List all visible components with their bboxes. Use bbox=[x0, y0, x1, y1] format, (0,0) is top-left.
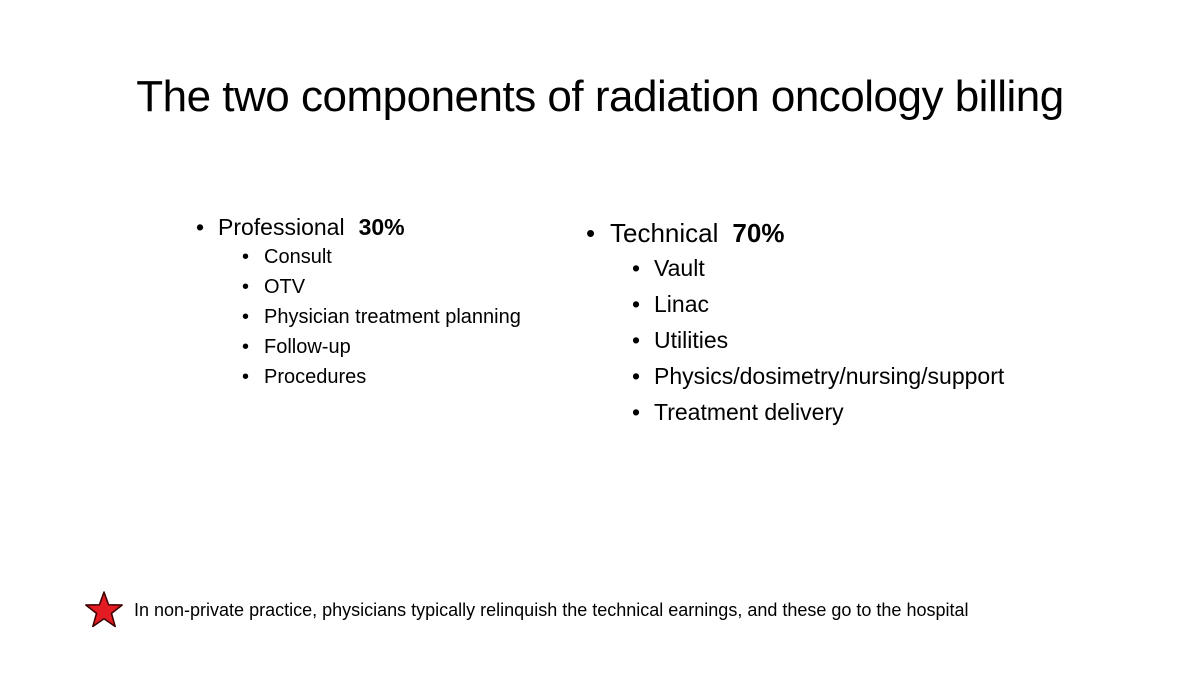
list-item-label: Treatment delivery bbox=[654, 399, 844, 425]
footnote: In non-private practice, physicians typi… bbox=[84, 590, 969, 630]
bullet-icon: • bbox=[242, 306, 250, 328]
professional-label: Professional bbox=[218, 214, 345, 240]
bullet-icon: • bbox=[242, 366, 250, 388]
list-item: • Consult bbox=[242, 242, 521, 272]
bullet-icon: • bbox=[196, 214, 205, 240]
technical-percent: 70% bbox=[732, 218, 785, 248]
star-shape bbox=[85, 591, 123, 628]
bullet-icon: • bbox=[586, 218, 596, 248]
bullet-icon: • bbox=[632, 399, 641, 425]
list-item: • Follow-up bbox=[242, 332, 521, 362]
professional-heading: • Professional 30% bbox=[196, 214, 521, 241]
list-item-label: Linac bbox=[654, 291, 709, 317]
list-item: • Utilities bbox=[632, 322, 1004, 358]
professional-column: • Professional 30% • Consult • OTV • Physic… bbox=[196, 214, 521, 392]
list-item: • Procedures bbox=[242, 362, 521, 392]
list-item: • OTV bbox=[242, 272, 521, 302]
red-star-icon bbox=[85, 591, 123, 628]
footnote-text: In non-private practice, physicians typi… bbox=[134, 599, 969, 620]
professional-items: • Consult • OTV • Physician treatment plann… bbox=[242, 242, 521, 392]
bullet-icon: • bbox=[242, 276, 250, 298]
list-item-label: Utilities bbox=[654, 327, 729, 353]
list-item-label: Procedures bbox=[264, 366, 367, 388]
slide-title: The two components of radiation oncology… bbox=[136, 72, 1064, 121]
bullet-icon: • bbox=[632, 363, 641, 389]
bullet-icon: • bbox=[242, 246, 250, 268]
list-item: • Physics/dosimetry/nursing/support bbox=[632, 358, 1004, 394]
technical-label: Technical bbox=[610, 218, 719, 248]
bullet-icon: • bbox=[632, 327, 641, 353]
list-item-label: Vault bbox=[654, 255, 705, 281]
list-item: • Linac bbox=[632, 286, 1004, 322]
technical-items: • Vault • Linac • Utilities • Physics/dosime… bbox=[632, 250, 1004, 430]
list-item-label: Physician treatment planning bbox=[264, 306, 521, 328]
list-item-label: Follow-up bbox=[264, 336, 351, 358]
list-item-label: OTV bbox=[264, 276, 306, 298]
technical-column: • Technical 70% • Vault • Linac • Utilities… bbox=[586, 218, 1004, 430]
bullet-icon: • bbox=[242, 336, 250, 358]
list-item-label: Consult bbox=[264, 246, 332, 268]
list-item: • Treatment delivery bbox=[632, 394, 1004, 430]
list-item-label: Physics/dosimetry/nursing/support bbox=[654, 363, 1005, 389]
professional-percent: 30% bbox=[358, 214, 405, 240]
list-item: • Physician treatment planning bbox=[242, 302, 521, 332]
technical-heading: • Technical 70% bbox=[586, 218, 1004, 249]
bullet-icon: • bbox=[632, 255, 641, 281]
list-item: • Vault bbox=[632, 250, 1004, 286]
bullet-icon: • bbox=[632, 291, 641, 317]
